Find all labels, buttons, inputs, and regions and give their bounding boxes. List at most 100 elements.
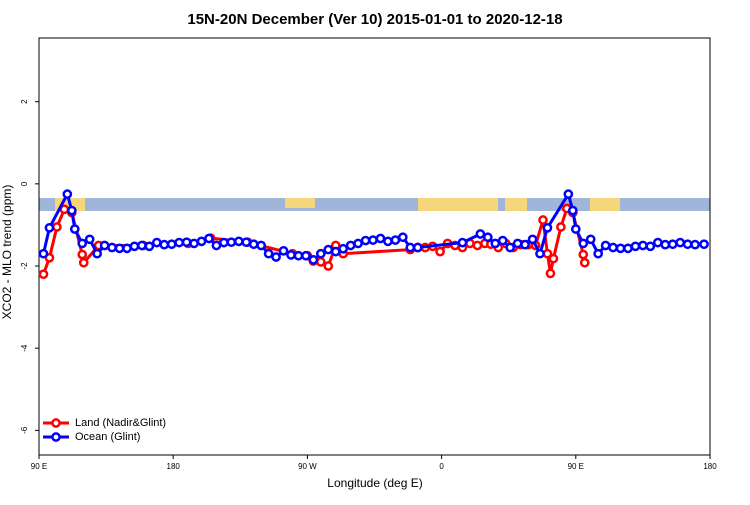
point (472, 240, 483, 251)
point (579, 257, 590, 268)
point (699, 239, 709, 250)
legend-label: Land (Nadir&Glint) (75, 417, 166, 429)
point (682, 239, 693, 250)
point (505, 242, 516, 253)
point (548, 253, 559, 264)
point (527, 234, 538, 245)
point (99, 240, 110, 251)
point (563, 189, 574, 199)
point (293, 250, 304, 261)
point (390, 235, 401, 245)
point (62, 189, 73, 199)
point (490, 238, 501, 249)
map-strip (39, 198, 710, 211)
point (315, 248, 326, 259)
y-tick-label: 2 (20, 99, 29, 104)
point (497, 235, 508, 246)
point (368, 235, 378, 245)
point (137, 240, 147, 251)
point (353, 238, 363, 249)
land-strip (505, 198, 527, 211)
point (585, 234, 596, 245)
point (608, 242, 618, 253)
y-tick-label: -4 (20, 344, 29, 352)
point (675, 237, 686, 248)
point (204, 233, 214, 244)
point (556, 222, 566, 232)
point (535, 248, 545, 259)
point (645, 241, 656, 252)
point (345, 240, 356, 251)
ocean-strip (39, 198, 710, 211)
point (570, 224, 581, 234)
point (660, 239, 671, 250)
point (278, 245, 289, 256)
point (412, 242, 423, 253)
point (159, 239, 170, 250)
point (219, 237, 229, 248)
legend-marker (51, 418, 61, 428)
point (457, 237, 468, 248)
point (107, 242, 117, 253)
land-strip (590, 198, 620, 211)
point (375, 233, 386, 244)
point (166, 239, 177, 250)
x-tick-label: 180 (703, 462, 717, 471)
point (233, 236, 244, 247)
x-tick-label: 90 W (298, 462, 317, 471)
point (435, 246, 445, 257)
x-tick-label: 90 E (568, 462, 584, 471)
point (615, 243, 626, 254)
point (52, 222, 62, 232)
point (38, 248, 49, 259)
point (338, 243, 349, 254)
point (211, 240, 222, 251)
point (538, 215, 548, 225)
point (263, 248, 274, 259)
point (122, 243, 132, 254)
y-tick-label: 0 (20, 181, 29, 186)
point (630, 241, 641, 252)
point (174, 237, 185, 248)
x-tick-label: 180 (167, 462, 181, 471)
x-axis-label: Longitude (deg E) (327, 476, 422, 490)
point (69, 224, 80, 234)
point (181, 237, 192, 248)
point (77, 249, 88, 260)
point (397, 232, 408, 243)
point (271, 252, 281, 262)
legend-marker (51, 432, 61, 442)
point (44, 222, 55, 233)
point (567, 205, 578, 216)
x-tick-label: 0 (439, 462, 444, 471)
point (383, 236, 393, 247)
point (315, 257, 326, 267)
point (623, 243, 633, 254)
point (520, 239, 530, 250)
point (151, 237, 162, 248)
point (189, 238, 199, 249)
point (144, 241, 155, 252)
point (92, 248, 103, 259)
land-strip (285, 198, 315, 208)
point (256, 240, 267, 251)
point (38, 269, 49, 280)
legend-label: Ocean (Glint) (75, 431, 140, 443)
y-tick-label: -2 (20, 262, 29, 270)
point (129, 241, 140, 252)
point (286, 250, 296, 260)
point (84, 234, 95, 245)
point (248, 239, 259, 250)
point (196, 236, 207, 247)
point (114, 243, 125, 254)
point (475, 229, 486, 239)
point (667, 239, 678, 250)
point (600, 240, 611, 251)
point (638, 240, 648, 251)
point (66, 205, 77, 216)
point (308, 255, 319, 265)
point (241, 237, 252, 248)
point (323, 261, 334, 271)
point (323, 244, 334, 255)
